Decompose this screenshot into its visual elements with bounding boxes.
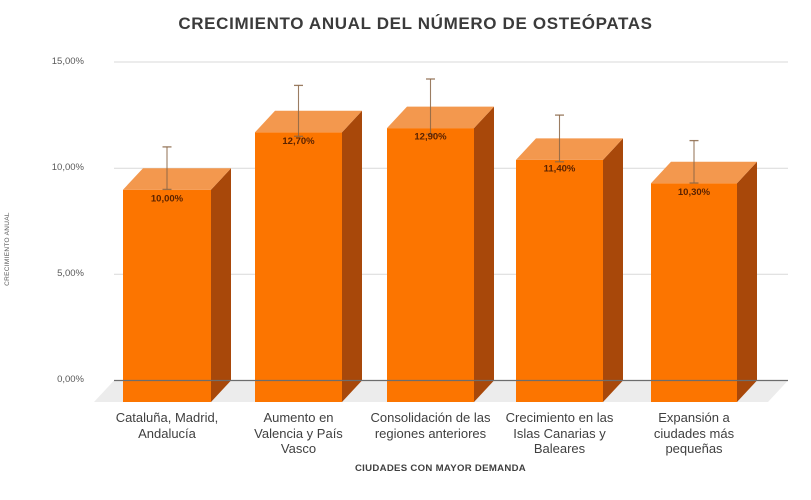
- svg-text:12,70%: 12,70%: [282, 136, 315, 147]
- svg-text:11,40%: 11,40%: [544, 164, 576, 175]
- svg-text:12,90%: 12,90%: [414, 132, 447, 143]
- svg-text:10,30%: 10,30%: [678, 187, 711, 198]
- svg-text:10,00%: 10,00%: [151, 193, 184, 204]
